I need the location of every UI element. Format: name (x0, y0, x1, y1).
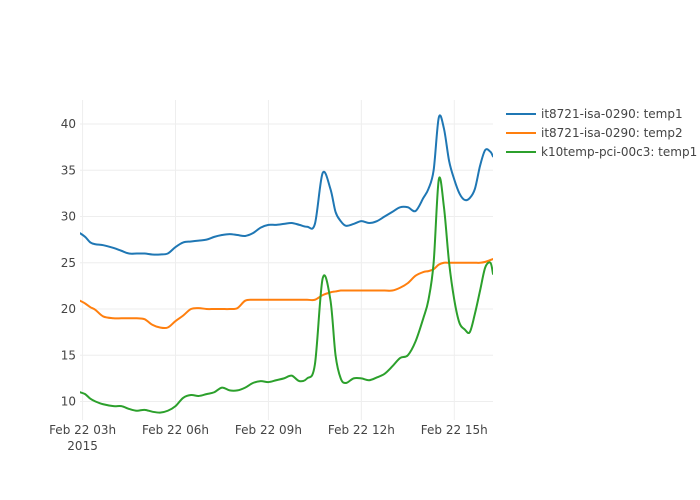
legend-item-1[interactable]: it8721-isa-0290: temp1 (506, 107, 683, 121)
x-axis-ticks: Feb 22 03h 2015 Feb 22 06h Feb 22 09h Feb 22… (49, 423, 488, 453)
x-tick-label: Feb 22 03h (49, 423, 116, 437)
legend-item-3[interactable]: k10temp-pci-00c3: temp1 (506, 145, 697, 159)
y-tick-label: 20 (61, 302, 76, 316)
series-line-2[interactable] (80, 258, 493, 330)
x-tick-label: Feb 22 12h (328, 423, 395, 437)
x-tick-label: Feb 22 06h (142, 423, 209, 437)
y-tick-label: 30 (61, 210, 76, 224)
legend-label: k10temp-pci-00c3: temp1 (541, 145, 697, 159)
series-line-1[interactable] (80, 114, 493, 256)
series-line-3[interactable] (80, 176, 493, 414)
y-tick-label: 10 (61, 395, 76, 409)
legend[interactable]: it8721-isa-0290: temp1 it8721-isa-0290: t… (506, 107, 697, 159)
x-tick-sublabel: 2015 (67, 439, 98, 453)
legend-label: it8721-isa-0290: temp2 (541, 126, 683, 140)
x-tick-label: Feb 22 15h (421, 423, 488, 437)
y-axis-ticks: 10 15 20 25 30 35 40 (61, 117, 76, 408)
plot-area (80, 114, 493, 414)
y-tick-label: 35 (61, 163, 76, 177)
grid (80, 100, 493, 420)
x-tick-label: Feb 22 09h (235, 423, 302, 437)
y-tick-label: 40 (61, 117, 76, 131)
y-tick-label: 25 (61, 256, 76, 270)
y-tick-label: 15 (61, 348, 76, 362)
legend-item-2[interactable]: it8721-isa-0290: temp2 (506, 126, 683, 140)
legend-label: it8721-isa-0290: temp1 (541, 107, 683, 121)
